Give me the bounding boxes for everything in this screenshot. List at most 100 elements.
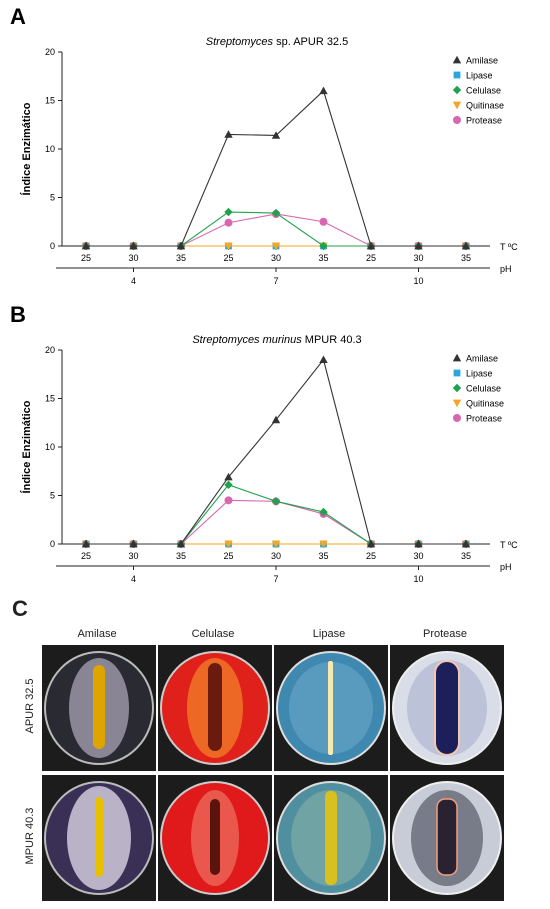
- y-tick-label: 0: [50, 241, 55, 251]
- marker-legend-amilase: [452, 55, 462, 64]
- marker-legend-celulase: [452, 85, 462, 95]
- marker-amilase-point: [366, 241, 376, 250]
- plate-mpur-amilase: [42, 775, 156, 901]
- legend-label-amilase: Amilase: [466, 56, 498, 66]
- marker-amilase-point: [224, 130, 233, 138]
- marker-legend-celulase: [452, 383, 462, 393]
- panel-letter: B: [10, 302, 26, 327]
- y-tick-label: 20: [45, 345, 55, 355]
- plate-apur-amilase: [42, 645, 156, 771]
- marker-celulase-point: [224, 480, 233, 490]
- series-line-protease: [86, 213, 466, 247]
- marker-protease-point: [224, 218, 233, 227]
- y-tick-label: 5: [50, 193, 55, 203]
- legend-label-protease: Protease: [466, 116, 502, 126]
- panel-letter-c: C: [12, 596, 28, 621]
- marker-legend-protease: [453, 116, 461, 124]
- y-tick-label: 10: [45, 442, 55, 452]
- marker-amilase-point: [129, 539, 138, 548]
- marker-amilase-point: [176, 539, 186, 548]
- chart-title-italic: Streptomyces: [206, 36, 274, 48]
- series-line-celulase: [86, 484, 466, 545]
- marker-quitinase-point: [224, 242, 233, 251]
- series-line-protease: [86, 499, 466, 545]
- ph-group-label: 10: [413, 276, 423, 286]
- t-axis-label: T ºC: [500, 540, 518, 550]
- marker-celulase-point: [319, 507, 328, 517]
- x-tick-label: 30: [271, 253, 281, 263]
- legend-label-lipase: Lipase: [466, 71, 493, 81]
- legend-label-quitinase: Quitinase: [466, 399, 504, 409]
- y-tick-label: 15: [45, 96, 55, 106]
- legend-label-quitinase: Quitinase: [466, 101, 504, 111]
- chart-title-italic: Streptomyces murinus: [192, 334, 302, 346]
- x-tick-label: 35: [176, 551, 186, 561]
- plate-mpur-celulase: [158, 775, 272, 901]
- series-line-amilase: [86, 89, 466, 247]
- marker-quitinase-point: [271, 242, 281, 251]
- row-header-apur: APUR 32.5: [24, 678, 36, 734]
- marker-amilase-point: [461, 539, 471, 548]
- ph-axis-label: pH: [500, 264, 512, 274]
- marker-celulase-point: [271, 497, 281, 506]
- t-axis-label: T ºC: [500, 242, 518, 252]
- marker-quitinase-point: [271, 540, 281, 549]
- legend-label-lipase: Lipase: [466, 369, 493, 379]
- chart-panel-a: A Streptomyces sp. APUR 32.5 Índice Enzimá…: [10, 4, 518, 286]
- plate-apur-celulase: [158, 645, 272, 771]
- marker-legend-lipase: [453, 369, 461, 377]
- column-header-amilase: Amilase: [77, 628, 117, 640]
- x-tick-label: 35: [176, 253, 186, 263]
- x-tick-label: 35: [461, 253, 471, 263]
- x-tick-label: 35: [318, 253, 328, 263]
- marker-legend-quitinase: [452, 101, 462, 110]
- x-tick-label: 25: [223, 253, 233, 263]
- chart-title-rest: sp. APUR 32.5: [273, 36, 348, 48]
- x-tick-label: 30: [271, 551, 281, 561]
- plate-mpur-lipase: [274, 775, 388, 901]
- chart-title: Streptomyces sp. APUR 32.5: [206, 36, 348, 48]
- chart-title-rest: MPUR 40.3: [302, 334, 362, 346]
- ph-group-label: 10: [413, 574, 423, 584]
- y-tick-label: 15: [45, 394, 55, 404]
- legend-label-protease: Protease: [466, 414, 502, 424]
- marker-amilase-point: [129, 241, 138, 250]
- marker-amilase-point: [271, 415, 281, 424]
- ph-axis-label: pH: [500, 562, 512, 572]
- marker-amilase-point: [271, 131, 281, 139]
- legend-label-celulase: Celulase: [466, 384, 501, 394]
- marker-amilase-point: [366, 539, 376, 548]
- marker-celulase-point: [271, 208, 281, 218]
- legend-label-celulase: Celulase: [466, 86, 501, 96]
- x-tick-label: 30: [128, 551, 138, 561]
- column-header-lipase: Lipase: [312, 628, 346, 640]
- legend-label-amilase: Amilase: [466, 354, 498, 364]
- photo-panel-c: C Amilase Celulase Lipase Protease APUR …: [0, 596, 550, 909]
- marker-quitinase-point: [224, 540, 233, 549]
- x-tick-label: 35: [461, 551, 471, 561]
- ph-group-label: 4: [131, 276, 136, 286]
- chart-panel-b: B Streptomyces murinus MPUR 40.3 Índice En…: [10, 302, 518, 584]
- marker-legend-quitinase: [452, 399, 462, 408]
- marker-amilase-point: [461, 241, 471, 250]
- y-tick-label: 10: [45, 144, 55, 154]
- panel-letter: A: [10, 4, 26, 29]
- column-header-protease: Protease: [422, 628, 468, 640]
- y-tick-label: 20: [45, 47, 55, 57]
- x-tick-label: 25: [223, 551, 233, 561]
- ph-group-label: 7: [273, 276, 278, 286]
- marker-amilase-point: [224, 472, 233, 481]
- ph-group-label: 7: [273, 574, 278, 584]
- marker-legend-protease: [453, 414, 461, 422]
- x-tick-label: 30: [413, 253, 423, 263]
- marker-amilase-point: [319, 355, 328, 364]
- marker-celulase-point: [224, 207, 233, 217]
- marker-quitinase-point: [319, 540, 328, 549]
- x-tick-label: 25: [81, 551, 91, 561]
- marker-amilase-point: [414, 241, 423, 250]
- y-axis-label: Índice Enzimático: [20, 400, 33, 493]
- marker-protease-point: [224, 496, 233, 505]
- x-tick-label: 25: [366, 551, 376, 561]
- row-header-mpur: MPUR 40.3: [24, 807, 36, 865]
- series-line-amilase: [86, 358, 466, 545]
